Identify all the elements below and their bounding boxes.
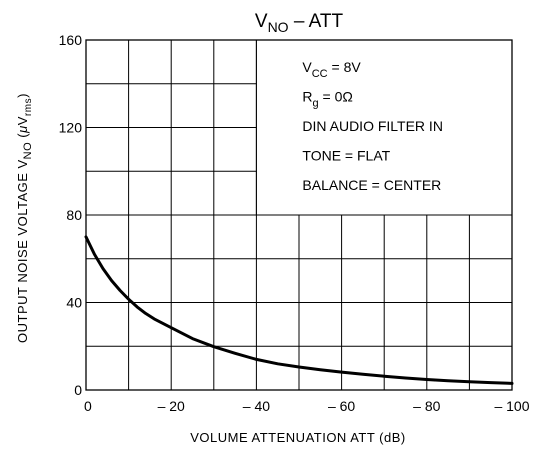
- y-tick-label: 120: [59, 120, 83, 136]
- x-tick-label: – 20: [158, 398, 185, 414]
- y-tick-label: 0: [74, 382, 82, 398]
- x-tick-label: – 40: [243, 398, 270, 414]
- y-tick-label: 160: [59, 32, 83, 48]
- condition-text: VCC = 8V: [302, 59, 361, 80]
- conditions: VCC = 8V Rg = 0Ω DIN AUDIO FILTER IN TONE =…: [302, 59, 443, 193]
- y-axis-label: OUTPUT NOISE VOLTAGE VNO (μVrms): [15, 93, 34, 343]
- x-tick-label: – 80: [413, 398, 440, 414]
- y-tick-label: 40: [66, 295, 82, 311]
- x-tick-label: – 100: [494, 398, 529, 414]
- conditions-box-frame: [256, 40, 512, 215]
- x-tick-label: 0: [84, 398, 92, 414]
- x-tick-label: – 60: [328, 398, 355, 414]
- series-line: [84, 235, 514, 385]
- x-tick-labels: 0 – 20 – 40 – 60 – 80 – 100: [84, 398, 530, 414]
- condition-text: BALANCE = CENTER: [302, 177, 441, 193]
- series-group: [84, 235, 514, 385]
- plot-frame: [85, 39, 513, 391]
- condition-text: TONE = FLAT: [302, 148, 390, 164]
- y-tick-labels: 0 40 80 120 160: [59, 32, 83, 398]
- y-tick-label: 80: [66, 207, 82, 223]
- x-axis-label: VOLUME ATTENUATION ATT (dB): [190, 430, 406, 445]
- chart-title: VNO – ATT: [255, 11, 344, 35]
- condition-text: DIN AUDIO FILTER IN: [302, 118, 443, 134]
- condition-text: Rg = 0Ω: [302, 89, 352, 110]
- conditions-box: [255, 40, 512, 216]
